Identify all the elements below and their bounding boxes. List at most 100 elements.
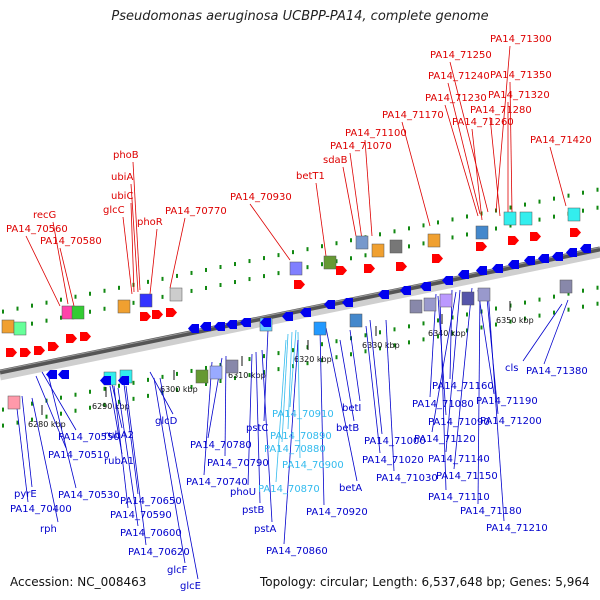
reverse-gene-label[interactable]: PA14_70600 [120,528,182,539]
gene-block[interactable] [461,291,475,306]
forward-gene-arrow[interactable] [476,242,487,251]
gene-block[interactable] [349,313,363,328]
reverse-gene-arrow[interactable] [100,376,111,385]
reverse-gene-arrow[interactable] [400,286,411,295]
gene-block[interactable] [427,233,441,248]
forward-gene-label[interactable]: glcC [103,205,125,216]
reverse-gene-label[interactable]: PA14_70550 [58,432,120,443]
reverse-gene-arrow[interactable] [442,276,453,285]
reverse-gene-label[interactable]: PA14_70870 [258,484,320,495]
reverse-gene-arrow[interactable] [188,324,199,333]
reverse-gene-label[interactable]: PA14_71080 [412,399,474,410]
gene-block[interactable] [313,321,327,336]
forward-gene-label[interactable]: recG [33,210,56,221]
reverse-gene-label[interactable]: PA14_71120 [414,434,476,445]
reverse-gene-label[interactable]: PA14_71110 [428,492,490,503]
forward-gene-arrow[interactable] [294,280,305,289]
gene-block[interactable] [139,293,153,308]
gene-block[interactable] [559,279,573,294]
gene-block[interactable] [439,293,453,308]
gene-block[interactable] [503,211,517,226]
reverse-gene-label[interactable]: glcD [155,416,178,427]
gene-block[interactable] [13,321,27,336]
reverse-gene-label[interactable]: PA14_70910 [272,409,334,420]
reverse-gene-label[interactable]: PA14_71200 [480,416,542,427]
reverse-gene-label[interactable]: PA14_71020 [362,455,424,466]
reverse-gene-label[interactable]: betI [342,403,361,414]
gene-block[interactable] [71,305,85,320]
gene-block[interactable] [195,369,209,384]
forward-gene-label[interactable]: PA14_71100 [345,128,407,139]
reverse-gene-label[interactable]: rubA1 [104,456,134,467]
reverse-gene-label[interactable]: betB [336,423,359,434]
reverse-gene-label[interactable]: PA14_70590 [110,510,172,521]
reverse-gene-label[interactable]: pstC [246,423,268,434]
reverse-gene-label[interactable]: PA14_70790 [207,458,269,469]
forward-gene-label[interactable]: PA14_71320 [488,90,550,101]
reverse-gene-label[interactable]: PA14_71210 [486,523,548,534]
reverse-gene-label[interactable]: PA14_70890 [270,431,332,442]
forward-gene-arrow[interactable] [20,348,31,357]
reverse-gene-arrow[interactable] [508,260,519,269]
reverse-gene-label[interactable]: cls [505,363,519,374]
forward-gene-arrow[interactable] [396,262,407,271]
reverse-gene-label[interactable]: PA14_70620 [128,547,190,558]
forward-gene-arrow[interactable] [530,232,541,241]
reverse-gene-label[interactable]: rph [40,524,57,535]
reverse-gene-arrow[interactable] [260,318,271,327]
forward-gene-label[interactable]: phoR [137,217,163,228]
forward-gene-label[interactable]: PA14_71260 [452,117,514,128]
reverse-gene-label[interactable]: rubA2 [104,430,134,441]
forward-gene-arrow[interactable] [66,334,77,343]
reverse-gene-arrow[interactable] [200,322,211,331]
reverse-gene-arrow[interactable] [324,300,335,309]
forward-gene-arrow[interactable] [6,348,17,357]
reverse-gene-arrow[interactable] [240,318,251,327]
gene-block[interactable] [409,299,423,314]
gene-block[interactable] [323,255,337,270]
gene-block[interactable] [475,225,489,240]
reverse-gene-label[interactable]: PA14_71190 [476,396,538,407]
forward-gene-arrow[interactable] [34,346,45,355]
reverse-gene-label[interactable]: PA14_70880 [264,444,326,455]
reverse-gene-arrow[interactable] [226,320,237,329]
forward-gene-label[interactable]: PA14_70580 [40,236,102,247]
reverse-gene-arrow[interactable] [342,298,353,307]
reverse-gene-arrow[interactable] [580,244,591,253]
gene-block[interactable] [169,287,183,302]
forward-gene-label[interactable]: PA14_71250 [430,50,492,61]
reverse-gene-label[interactable]: betA [339,483,362,494]
gene-block[interactable] [423,297,437,312]
forward-gene-label[interactable]: PA14_70930 [230,192,292,203]
forward-gene-arrow[interactable] [364,264,375,273]
reverse-gene-label[interactable]: PA14_71160 [432,381,494,392]
reverse-gene-label[interactable]: PA14_71140 [428,454,490,465]
gene-block[interactable] [289,261,303,276]
reverse-gene-arrow[interactable] [492,264,503,273]
reverse-gene-arrow[interactable] [300,308,311,317]
reverse-gene-arrow[interactable] [282,312,293,321]
forward-gene-arrow[interactable] [336,266,347,275]
gene-block[interactable] [567,207,581,222]
reverse-gene-label[interactable]: glcF [167,565,188,576]
gene-block[interactable] [389,239,403,254]
forward-gene-label[interactable]: PA14_71300 [490,34,552,45]
reverse-gene-arrow[interactable] [214,322,225,331]
forward-gene-label[interactable]: ubiA [111,172,133,183]
forward-gene-label[interactable]: PA14_71230 [425,93,487,104]
reverse-gene-label[interactable]: PA14_71380 [526,366,588,377]
reverse-gene-arrow[interactable] [46,370,57,379]
forward-gene-arrow[interactable] [152,310,163,319]
forward-gene-label[interactable]: PA14_71350 [490,70,552,81]
forward-gene-label[interactable]: PA14_70770 [165,206,227,217]
reverse-gene-label[interactable]: pstA [254,524,276,535]
forward-gene-arrow[interactable] [570,228,581,237]
reverse-gene-arrow[interactable] [476,266,487,275]
reverse-gene-label[interactable]: PA14_71150 [436,471,498,482]
reverse-gene-arrow[interactable] [458,270,469,279]
forward-gene-label[interactable]: PA14_71280 [470,105,532,116]
reverse-gene-label[interactable]: pstB [242,505,264,516]
reverse-gene-label[interactable]: PA14_71180 [460,506,522,517]
reverse-gene-arrow[interactable] [118,376,129,385]
forward-gene-arrow[interactable] [432,254,443,263]
